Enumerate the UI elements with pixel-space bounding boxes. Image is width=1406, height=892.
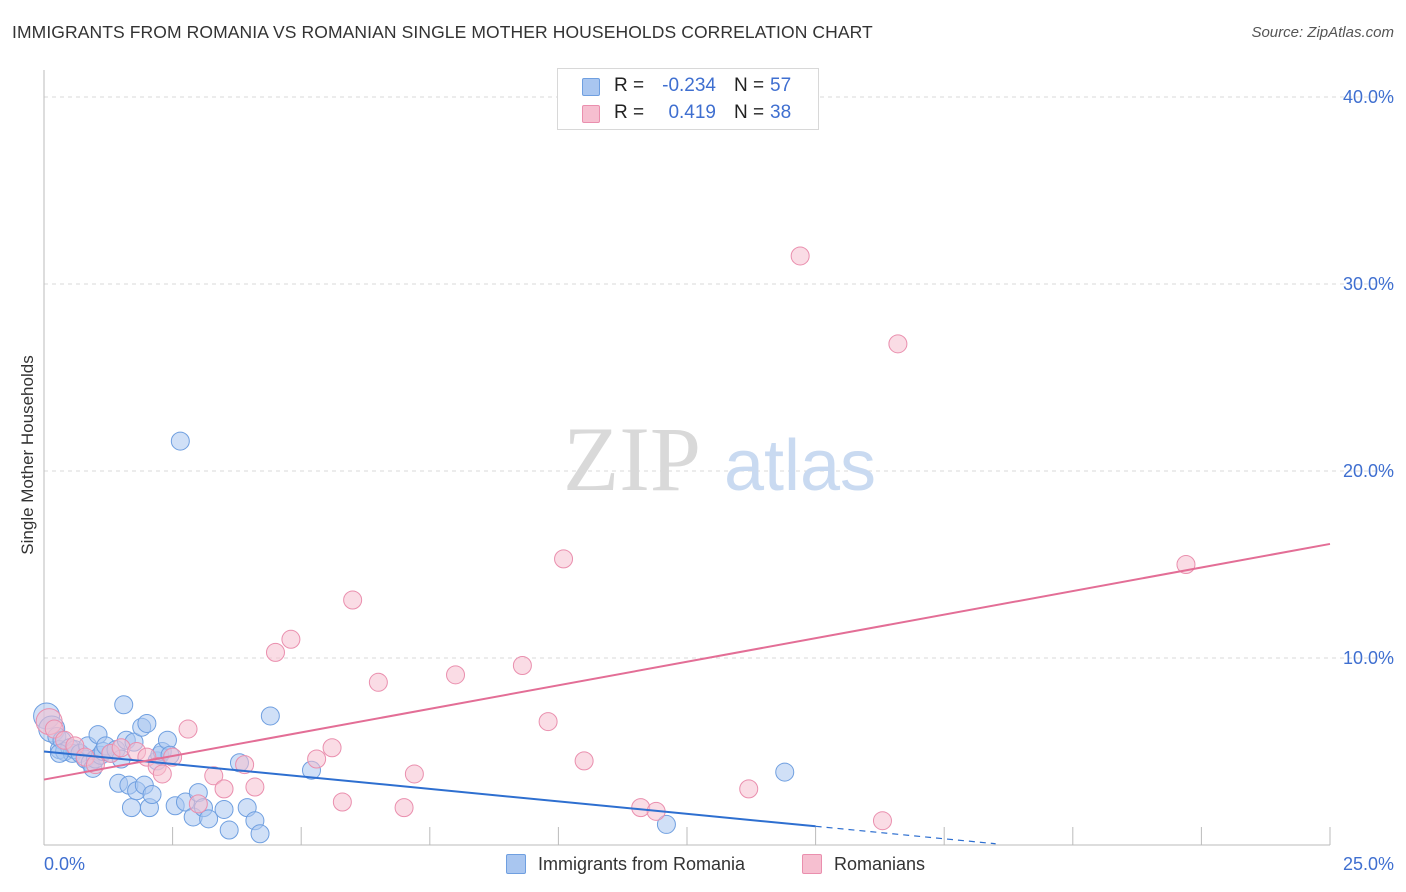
blue-point [656, 814, 676, 834]
pink-point [368, 672, 388, 692]
pink-point [343, 590, 363, 610]
pink-trend-line [43, 542, 1331, 781]
pink-point [574, 751, 594, 771]
tick-labels: 10.0% 20.0% 30.0% 40.0% 0.0% 25.0% [44, 87, 1394, 874]
blue-point [137, 713, 157, 733]
pink-point [152, 764, 172, 784]
pink-point [265, 642, 285, 662]
pink-point [394, 798, 414, 818]
pink-point [178, 719, 198, 739]
legend-label: Romanians [834, 854, 926, 874]
blue-point [214, 799, 234, 819]
pink-point [307, 749, 327, 769]
pink-point [214, 779, 234, 799]
pink-point [888, 334, 908, 354]
stats-row-pink: R = 0.419 N = 38 [558, 99, 818, 127]
blue-point [260, 706, 280, 726]
y-tick-label: 40.0% [1343, 87, 1394, 107]
pink-point [188, 794, 208, 814]
blue-trend-line [43, 750, 816, 828]
y-tick-label: 30.0% [1343, 274, 1394, 294]
source-credit: Source: ZipAtlas.com [1251, 24, 1394, 41]
pink-point [281, 629, 301, 649]
pink-point [204, 766, 224, 786]
pink-point [739, 779, 759, 799]
pink-point [554, 549, 574, 569]
pink-point [235, 755, 255, 775]
r-label: R = [614, 102, 645, 123]
legend-label: Immigrants from Romania [538, 854, 746, 874]
grid-lines [44, 96, 1394, 659]
x-tick-label: 0.0% [44, 854, 85, 874]
n-label: N = [734, 75, 765, 96]
blue-point [142, 785, 162, 805]
r-label: R = [614, 75, 645, 96]
pink-point [446, 665, 466, 685]
pink-point [538, 712, 558, 732]
blue-swatch [582, 78, 600, 96]
blue-point [170, 431, 190, 451]
n-value: 38 [770, 102, 792, 123]
blue-trend-extension [815, 825, 996, 845]
watermark-zip: ZIP [563, 408, 701, 510]
stats-row-blue: R = -0.234 N = 57 [558, 72, 818, 100]
pink-point [872, 811, 892, 831]
blue-point [775, 762, 795, 782]
blue-point [250, 824, 270, 844]
watermark: ZIP atlas [563, 408, 876, 510]
r-value: -0.234 [662, 75, 716, 96]
blue-point [219, 820, 239, 840]
pink-point [790, 246, 810, 266]
blue-point [121, 798, 141, 818]
pink-swatch [582, 105, 600, 123]
y-tick-label: 20.0% [1343, 461, 1394, 481]
pink-point [322, 738, 342, 758]
n-label: N = [734, 102, 765, 123]
pink-point [245, 777, 265, 797]
x-tick-label: 25.0% [1343, 854, 1394, 874]
y-tick-label: 10.0% [1343, 648, 1394, 668]
blue-swatch [506, 854, 526, 874]
watermark-atlas: atlas [724, 426, 876, 506]
n-value: 57 [770, 75, 792, 96]
stats-legend: R = -0.234 N = 57 R = 0.419 N = 38 [557, 68, 819, 130]
blue-point [199, 809, 219, 829]
pink-swatch [802, 854, 822, 874]
blue-point [114, 695, 134, 715]
pink-point [404, 764, 424, 784]
chart-title: IMMIGRANTS FROM ROMANIA VS ROMANIAN SING… [12, 22, 873, 42]
pink-point [332, 792, 352, 812]
pink-point [512, 655, 532, 675]
data-points [33, 246, 1196, 844]
trend-lines [43, 542, 1331, 845]
r-value: 0.419 [668, 102, 716, 123]
